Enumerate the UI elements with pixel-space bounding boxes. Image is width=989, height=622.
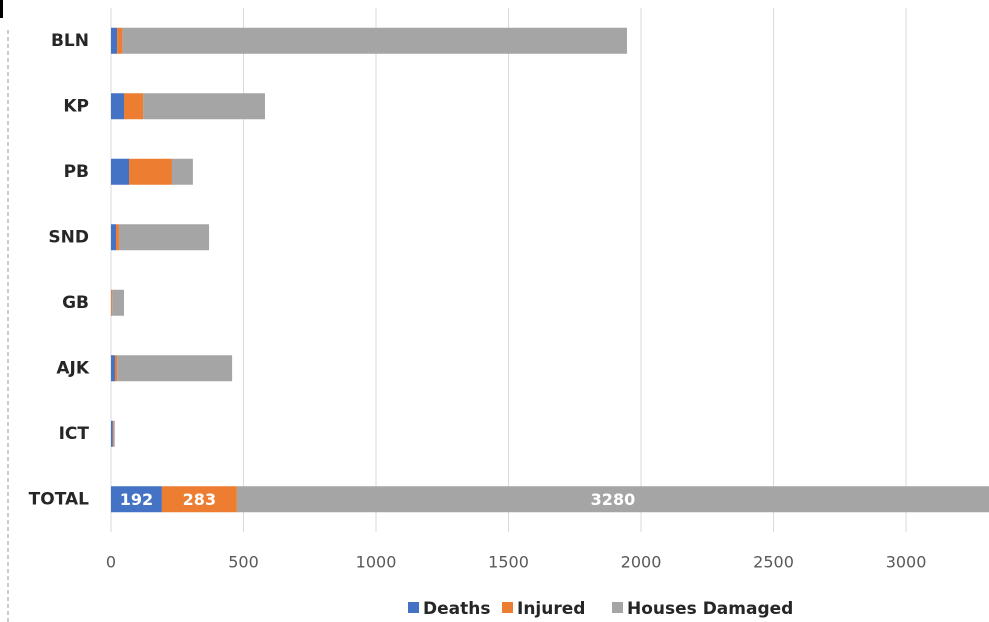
y-tick-label: KP	[63, 96, 89, 116]
bar-segment	[236, 486, 989, 513]
bar-segment	[129, 158, 172, 185]
bar-segment	[113, 420, 115, 447]
bar-segment	[161, 486, 237, 513]
bar-segment	[143, 93, 265, 120]
x-tick-label: 2000	[621, 553, 662, 572]
corner-mark	[0, 0, 3, 18]
bars	[111, 27, 989, 513]
x-tick-label: 3000	[886, 553, 927, 572]
bar-segment	[111, 420, 113, 447]
bar-segment	[171, 158, 193, 185]
legend-swatch	[502, 602, 513, 613]
data-label: 283	[183, 490, 216, 509]
y-tick-label: AJK	[56, 358, 89, 378]
y-tick-label: PB	[64, 162, 89, 182]
bar-segment	[122, 27, 627, 54]
bar-segment	[117, 355, 233, 382]
bar-segment	[111, 93, 124, 120]
bar-segment	[117, 27, 123, 54]
legend-swatch	[408, 602, 419, 613]
labels: 0 500 1000 1500 2000 2500 3000 BLN KP PB SND GB AJK I…	[29, 31, 927, 619]
bar-segment	[114, 355, 118, 382]
legend-label: Houses Damaged	[627, 599, 793, 619]
y-tick-label: TOTAL	[29, 489, 89, 509]
bar-segment	[111, 27, 118, 54]
bar-segment	[111, 355, 115, 382]
bar-segment	[111, 158, 130, 185]
y-tick-label: GB	[62, 293, 89, 313]
x-tick-label: 500	[228, 553, 259, 572]
y-tick-label: BLN	[51, 31, 89, 51]
bar-segment	[118, 224, 210, 251]
legend-swatch	[612, 602, 623, 613]
bar-segment	[111, 289, 113, 316]
y-tick-label: ICT	[59, 424, 90, 444]
y-tick-label: SND	[48, 227, 89, 247]
legend-label: Injured	[517, 599, 585, 619]
x-tick-label: 2500	[753, 553, 794, 572]
bar-segment	[123, 93, 144, 120]
legend-label: Deaths	[423, 599, 490, 619]
data-label: 3280	[591, 490, 636, 509]
grid	[110, 8, 907, 532]
bar-segment	[111, 486, 162, 513]
bar-segment	[111, 224, 117, 251]
bar-segment	[112, 289, 124, 316]
x-tick-label: 1000	[356, 553, 397, 572]
bar-segment	[112, 420, 114, 447]
x-tick-label: 0	[106, 553, 116, 572]
x-tick-label: 1500	[488, 553, 529, 572]
data-label: 192	[120, 490, 153, 509]
bar-segment	[116, 224, 119, 251]
